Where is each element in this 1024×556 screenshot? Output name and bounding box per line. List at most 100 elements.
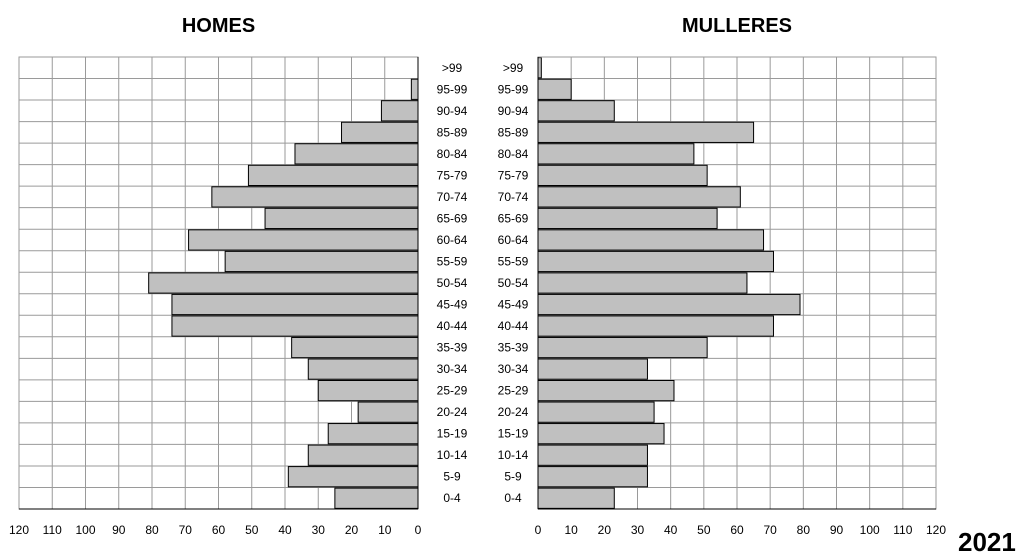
- homes-category-label: 65-69: [437, 211, 468, 225]
- mulleres-bar-20-24: [537, 401, 655, 423]
- mulleres-bar-45-49: [537, 293, 801, 316]
- mulleres-category-label: 0-4: [504, 491, 522, 505]
- mulleres-category-label: 90-94: [498, 104, 529, 118]
- mulleres-tick-label: 40: [664, 523, 678, 537]
- mulleres-category-label: 30-34: [498, 362, 529, 376]
- mulleres-category-label: 35-39: [498, 341, 529, 355]
- homes-category-label: >99: [442, 61, 463, 75]
- homes-category-label: 35-39: [437, 341, 468, 355]
- homes-tick-label: 30: [312, 523, 326, 537]
- homes-tick-label: 50: [245, 523, 259, 537]
- homes-category-label: 70-74: [437, 190, 468, 204]
- homes-tick-label: 110: [43, 523, 62, 537]
- homes-bar-30-34: [307, 358, 419, 380]
- homes-category-label: 20-24: [437, 405, 468, 419]
- homes-bar-0-4: [334, 487, 419, 509]
- mulleres-bar-10-14: [537, 444, 648, 466]
- homes-bar-95-99: [410, 78, 419, 100]
- mulleres-category-label: 40-44: [498, 319, 529, 333]
- homes-tick-label: 70: [179, 523, 193, 537]
- homes-tick-label: 20: [345, 523, 359, 537]
- homes-bar-40-44: [171, 315, 419, 337]
- mulleres-bar-0-4: [537, 487, 615, 509]
- homes-bar-75-79: [247, 164, 419, 186]
- mulleres-category-label: 70-74: [498, 190, 529, 204]
- homes-category-label: 50-54: [437, 276, 468, 290]
- mulleres-panel: MULLERES >99 95-99 90-94 85-89 80-84 75-79 70-7…: [498, 15, 947, 537]
- mulleres-tick-label: 100: [860, 523, 880, 537]
- mulleres-tick-label: 30: [631, 523, 645, 537]
- homes-bar-65-69: [264, 207, 419, 230]
- homes-bar-25-29: [317, 380, 419, 402]
- homes-bar-80-84: [294, 143, 419, 165]
- mulleres-bar-40-44: [537, 315, 774, 337]
- mulleres-tick-label: 90: [830, 523, 844, 537]
- mulleres-tick-label: 0: [535, 523, 542, 537]
- homes-bar-50-54: [148, 272, 419, 294]
- mulleres-category-label: 55-59: [498, 254, 529, 268]
- year-label: 2021: [958, 527, 1016, 556]
- mulleres-category-label: >99: [503, 61, 524, 75]
- mulleres-bar-60-64: [537, 229, 765, 251]
- homes-tick-label: 90: [112, 523, 126, 537]
- homes-category-label: 60-64: [437, 233, 468, 247]
- mulleres-category-label: 60-64: [498, 233, 529, 247]
- mulleres-bar-80-84: [537, 143, 695, 165]
- mulleres-category-label: 50-54: [498, 276, 529, 290]
- mulleres-bar-75-79: [537, 164, 708, 186]
- mulleres-category-label: 10-14: [498, 448, 529, 462]
- mulleres-tick-label: 80: [797, 523, 811, 537]
- mulleres-category-label: 85-89: [498, 125, 529, 139]
- homes-bar-70-74: [211, 186, 419, 208]
- mulleres-bar-30-34: [537, 358, 648, 380]
- homes-category-label: 0-4: [443, 491, 461, 505]
- homes-bar-20-24: [357, 401, 419, 423]
- mulleres-bar-25-29: [537, 380, 675, 402]
- homes-bar-85-89: [341, 121, 419, 143]
- homes-category-label: 25-29: [437, 384, 468, 398]
- homes-category-label: 95-99: [437, 82, 468, 96]
- mulleres-category-label: 15-19: [498, 427, 529, 441]
- homes-tick-label: 80: [145, 523, 159, 537]
- mulleres-category-label: 65-69: [498, 211, 529, 225]
- homes-tick-label: 100: [75, 523, 95, 537]
- homes-bar-10-14: [307, 444, 419, 466]
- mulleres-category-label: 75-79: [498, 168, 529, 182]
- mulleres-bar-15-19: [537, 423, 665, 445]
- homes-category-label: 75-79: [437, 168, 468, 182]
- mulleres-tick-label: 110: [893, 523, 912, 537]
- homes-bar-55-59: [224, 250, 419, 273]
- mulleres-tick-label: 20: [598, 523, 612, 537]
- homes-tick-label: 0: [415, 523, 422, 537]
- mulleres-tick-label: 120: [926, 523, 946, 537]
- homes-bar-35-39: [291, 336, 419, 359]
- mulleres-bar-5-9: [537, 466, 648, 488]
- mulleres-tick-label: 70: [763, 523, 777, 537]
- mulleres-bar-35-39: [537, 336, 708, 359]
- homes-category-label: 30-34: [437, 362, 468, 376]
- mulleres-bar-85-89: [537, 121, 755, 143]
- mulleres-category-label: 5-9: [504, 470, 522, 484]
- homes-category-label: 10-14: [437, 448, 468, 462]
- homes-bar-45-49: [171, 293, 419, 316]
- homes-category-label: 55-59: [437, 254, 468, 268]
- homes-category-label: 80-84: [437, 147, 468, 161]
- mulleres-category-label: 80-84: [498, 147, 529, 161]
- homes-panel: HOMES >99 95-99 90-94 85-89 80-84 75-79 70-74 65…: [9, 15, 468, 537]
- mulleres-bar-55-59: [537, 250, 774, 273]
- homes-category-label: 15-19: [437, 427, 468, 441]
- mulleres-tick-label: 10: [564, 523, 578, 537]
- mulleres-bar-70-74: [537, 186, 741, 208]
- homes-category-label: 45-49: [437, 298, 468, 312]
- homes-bar-90-94: [380, 100, 419, 122]
- homes-title: HOMES: [182, 15, 255, 37]
- homes-category-label: 85-89: [437, 125, 468, 139]
- mulleres-category-label: 45-49: [498, 298, 529, 312]
- homes-tick-label: 40: [278, 523, 292, 537]
- mulleres-tick-label: 50: [697, 523, 711, 537]
- mulleres-tick-label: 60: [730, 523, 744, 537]
- mulleres-bar-90-94: [537, 100, 615, 122]
- homes-bar-15-19: [327, 423, 419, 445]
- mulleres-bar-50-54: [537, 272, 748, 294]
- mulleres-title: MULLERES: [682, 15, 792, 37]
